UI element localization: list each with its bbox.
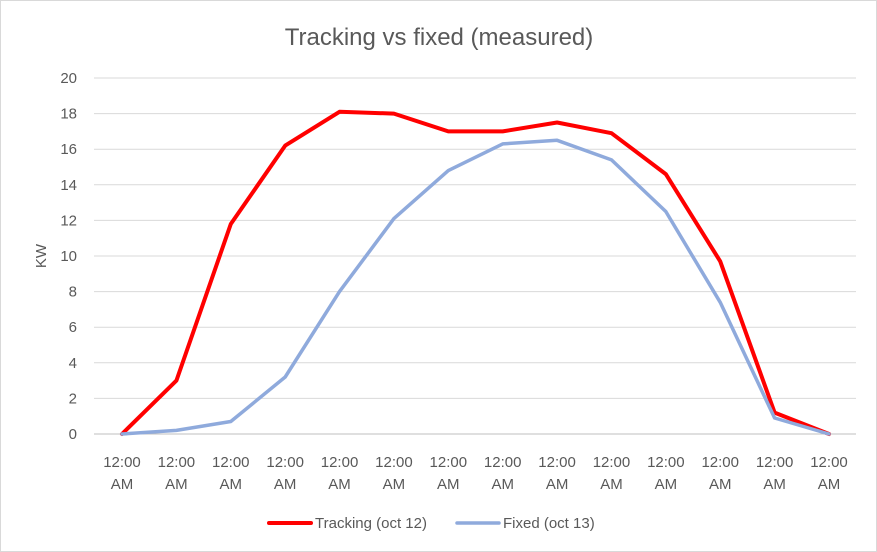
x-tick-label: 12:00 AM	[756, 454, 794, 493]
x-tick-label: 12:00 AM	[538, 454, 576, 493]
x-tick-label: 12:00 AM	[647, 454, 685, 493]
y-tick-label: 20	[60, 70, 77, 87]
series-line-0	[120, 109, 831, 436]
y-tick-label: 6	[69, 319, 77, 336]
series-line-1	[120, 138, 831, 436]
x-tick-label: 12:00 AM	[158, 454, 196, 493]
y-axis-label: KW	[33, 243, 50, 268]
y-tick-label: 10	[60, 248, 77, 265]
x-tick-label: 12:00 AM	[701, 454, 739, 493]
y-tick-label: 2	[69, 390, 77, 407]
x-tick-label: 12:00 AM	[484, 454, 522, 493]
y-tick-labels: 0 2 4 6 8 10 12 14 16 18 20	[60, 70, 77, 443]
legend-label-1: Fixed (oct 13)	[503, 515, 595, 532]
y-tick-label: 12	[60, 212, 77, 229]
y-tick-label: 4	[69, 355, 77, 372]
legend: Tracking (oct 12) Fixed (oct 13)	[267, 515, 595, 532]
x-tick-label: 12:00 AM	[212, 454, 250, 493]
chart-title: Tracking vs fixed (measured)	[285, 24, 594, 51]
y-tick-label: 14	[60, 177, 77, 194]
x-tick-label: 12:00 AM	[266, 454, 304, 493]
x-tick-label: 12:00 AM	[103, 454, 141, 493]
x-tick-label: 12:00 AM	[430, 454, 468, 493]
y-tick-label: 16	[60, 141, 77, 158]
x-tick-label: 12:00 AM	[593, 454, 631, 493]
series-lines	[120, 109, 831, 436]
x-tick-label: 12:00 AM	[810, 454, 848, 493]
x-tick-labels: 12:00 AM 12:00 AM 12:00 AM 12:00 AM 12:00 AM 12:00…	[103, 454, 848, 493]
y-tick-label: 18	[60, 106, 77, 123]
x-tick-label: 12:00 AM	[321, 454, 359, 493]
y-tick-label: 0	[69, 426, 77, 443]
x-tick-label: 12:00 AM	[375, 454, 413, 493]
legend-label-0: Tracking (oct 12)	[315, 515, 427, 532]
y-tick-label: 8	[69, 284, 77, 301]
